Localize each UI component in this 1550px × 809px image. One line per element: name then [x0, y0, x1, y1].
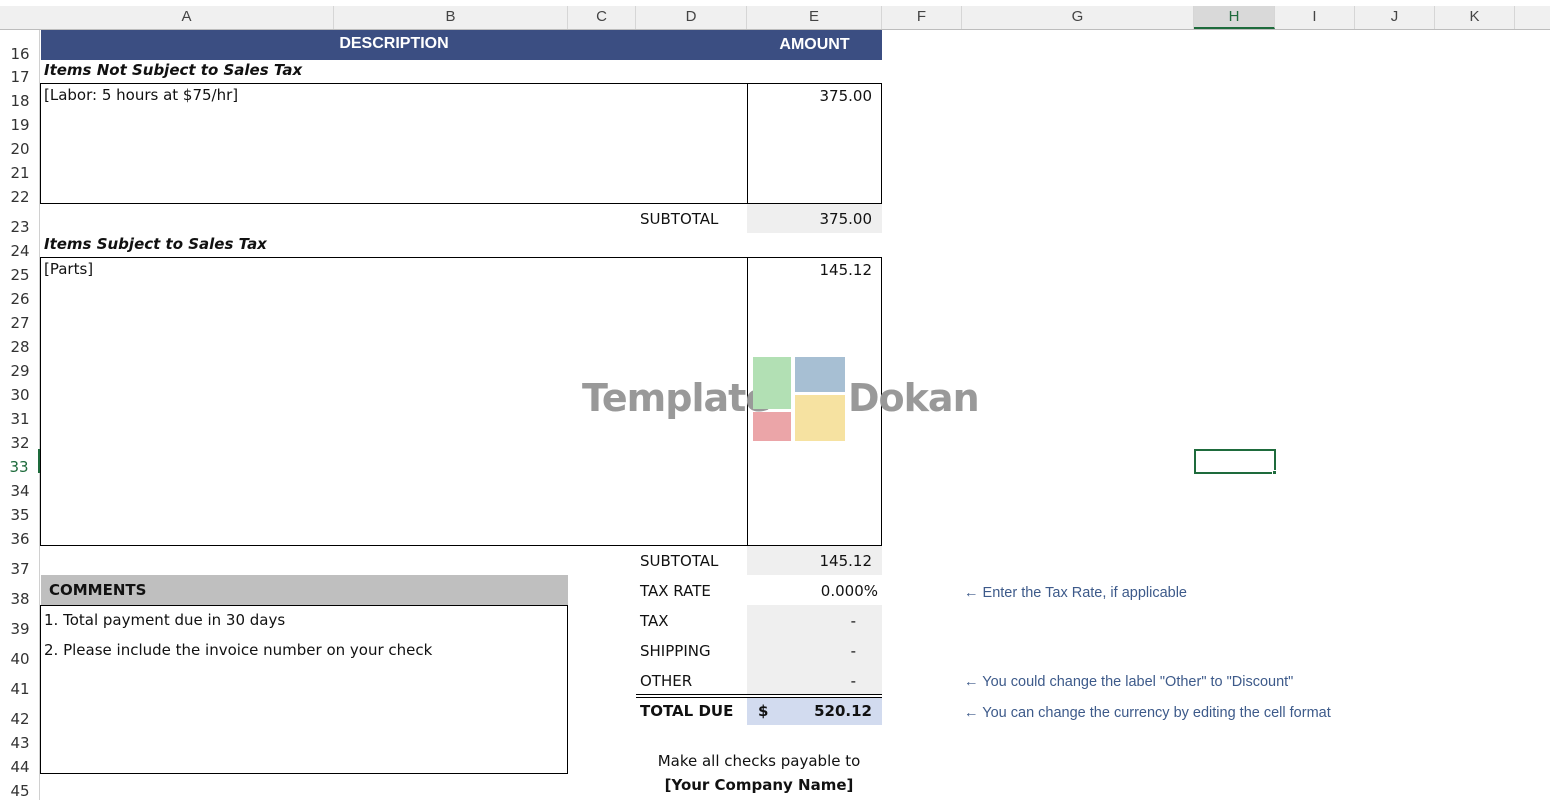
row-header-33[interactable]: 33: [0, 449, 40, 476]
payable-line-1: Make all checks payable to: [657, 752, 861, 770]
parts-amount-cell[interactable]: 145.12: [819, 261, 873, 279]
amount-header-label: AMOUNT: [779, 36, 850, 53]
watermark-text-right: Dokan: [848, 376, 980, 420]
column-header-K[interactable]: K: [1435, 6, 1515, 29]
total-due-bg: [747, 698, 882, 725]
total-due-label: TOTAL DUE: [640, 702, 734, 720]
column-header-D[interactable]: D: [636, 6, 747, 29]
row-header-17[interactable]: 17: [10, 68, 30, 86]
column-header-F[interactable]: F: [882, 6, 962, 29]
row-header-27[interactable]: 27: [10, 314, 30, 332]
row-header-36[interactable]: 36: [10, 530, 30, 548]
watermark-logo-green: [753, 357, 791, 409]
row-header-bar: 16 17 18 19 20 21 22 23 24 25 26 27 28 29 30 31 32 33 34 35…: [0, 30, 40, 800]
selected-cell-h33[interactable]: [1194, 449, 1276, 474]
shipping-value[interactable]: -: [850, 642, 856, 660]
row-header-37[interactable]: 37: [10, 560, 30, 578]
note-currency: ← You can change the currency by editing…: [964, 705, 1331, 721]
comments-title: COMMENTS: [49, 581, 147, 599]
amount-header-bg: [747, 30, 882, 60]
row-header-43[interactable]: 43: [10, 734, 30, 752]
row-header-16[interactable]: 16: [10, 45, 30, 63]
row-header-23[interactable]: 23: [10, 218, 30, 236]
column-header-I[interactable]: I: [1275, 6, 1355, 29]
row-header-45[interactable]: 45: [10, 782, 30, 800]
row-header-44[interactable]: 44: [10, 758, 30, 776]
row-header-42[interactable]: 42: [10, 710, 30, 728]
column-header-E[interactable]: E: [747, 6, 882, 29]
total-double-border: [636, 694, 882, 698]
tax-rate-label: TAX RATE: [640, 582, 711, 600]
column-header-A[interactable]: A: [40, 6, 334, 29]
row-header-21[interactable]: 21: [10, 164, 30, 182]
shipping-label: SHIPPING: [640, 642, 711, 660]
description-header-label: DESCRIPTION: [339, 35, 449, 52]
comment-line-2[interactable]: 2. Please include the invoice number on …: [44, 641, 433, 659]
note-tax-rate: ← Enter the Tax Rate, if applicable: [964, 585, 1187, 601]
row-header-24[interactable]: 24: [10, 242, 30, 260]
row-header-39[interactable]: 39: [10, 620, 30, 638]
subtotal-2-value[interactable]: 145.12: [819, 552, 873, 570]
watermark-logo-blue: [795, 357, 845, 392]
total-due-value[interactable]: 520.12: [814, 702, 872, 720]
row-header-25[interactable]: 25: [10, 266, 30, 284]
other-value[interactable]: -: [850, 672, 856, 690]
labor-amount-cell[interactable]: 375.00: [819, 87, 873, 105]
non-taxable-section-title: Items Not Subject to Sales Tax: [44, 61, 303, 79]
column-header-C[interactable]: C: [568, 6, 636, 29]
comments-header: [41, 575, 568, 605]
taxable-section-title: Items Subject to Sales Tax: [44, 235, 267, 253]
row-header-38[interactable]: 38: [10, 590, 30, 608]
column-header-G[interactable]: G: [962, 6, 1194, 29]
row-header-41[interactable]: 41: [10, 680, 30, 698]
fill-handle[interactable]: [1272, 470, 1277, 475]
row-header-32[interactable]: 32: [10, 434, 30, 452]
other-label[interactable]: OTHER: [640, 672, 693, 690]
tax-rate-value[interactable]: 0.000%: [820, 582, 878, 600]
total-due-currency: $: [758, 702, 769, 720]
watermark-logo-yellow: [795, 395, 845, 441]
subtotal-2-bg: [747, 546, 882, 575]
column-header-B[interactable]: B: [334, 6, 568, 29]
tax-value[interactable]: -: [850, 612, 856, 630]
row-header-19[interactable]: 19: [10, 116, 30, 134]
tax-shipping-other-bg: [747, 605, 882, 694]
row-header-35[interactable]: 35: [10, 506, 30, 524]
subtotal-1-bg: [747, 204, 882, 233]
row-header-26[interactable]: 26: [10, 290, 30, 308]
row-header-18[interactable]: 18: [10, 92, 30, 110]
column-header-H[interactable]: H: [1194, 6, 1275, 29]
labor-item-cell[interactable]: [Labor: 5 hours at $75/hr]: [44, 86, 239, 104]
row-header-29[interactable]: 29: [10, 362, 30, 380]
row-header-34[interactable]: 34: [10, 482, 30, 500]
comment-line-1[interactable]: 1. Total payment due in 30 days: [44, 611, 286, 629]
note-other-label: ← You could change the label "Other" to …: [964, 674, 1294, 690]
watermark-text-left: Template: [582, 376, 771, 420]
comments-box: [40, 605, 568, 774]
row-header-40[interactable]: 40: [10, 650, 30, 668]
parts-item-cell[interactable]: [Parts]: [44, 260, 94, 278]
column-header-J[interactable]: J: [1355, 6, 1435, 29]
subtotal-2-label: SUBTOTAL: [640, 552, 719, 570]
row-header-31[interactable]: 31: [10, 410, 30, 428]
row-header-30[interactable]: 30: [10, 386, 30, 404]
tax-label: TAX: [640, 612, 669, 630]
description-header: [41, 30, 747, 60]
non-taxable-amount-box: [747, 83, 882, 204]
taxable-amount-box: [747, 257, 882, 546]
payable-company-name[interactable]: [Your Company Name]: [664, 776, 854, 794]
watermark-logo-red: [753, 412, 791, 441]
subtotal-1-label: SUBTOTAL: [640, 210, 719, 228]
row-header-20[interactable]: 20: [10, 140, 30, 158]
row-header-22[interactable]: 22: [10, 188, 30, 206]
row-header-28[interactable]: 28: [10, 338, 30, 356]
subtotal-1-value[interactable]: 375.00: [819, 210, 873, 228]
